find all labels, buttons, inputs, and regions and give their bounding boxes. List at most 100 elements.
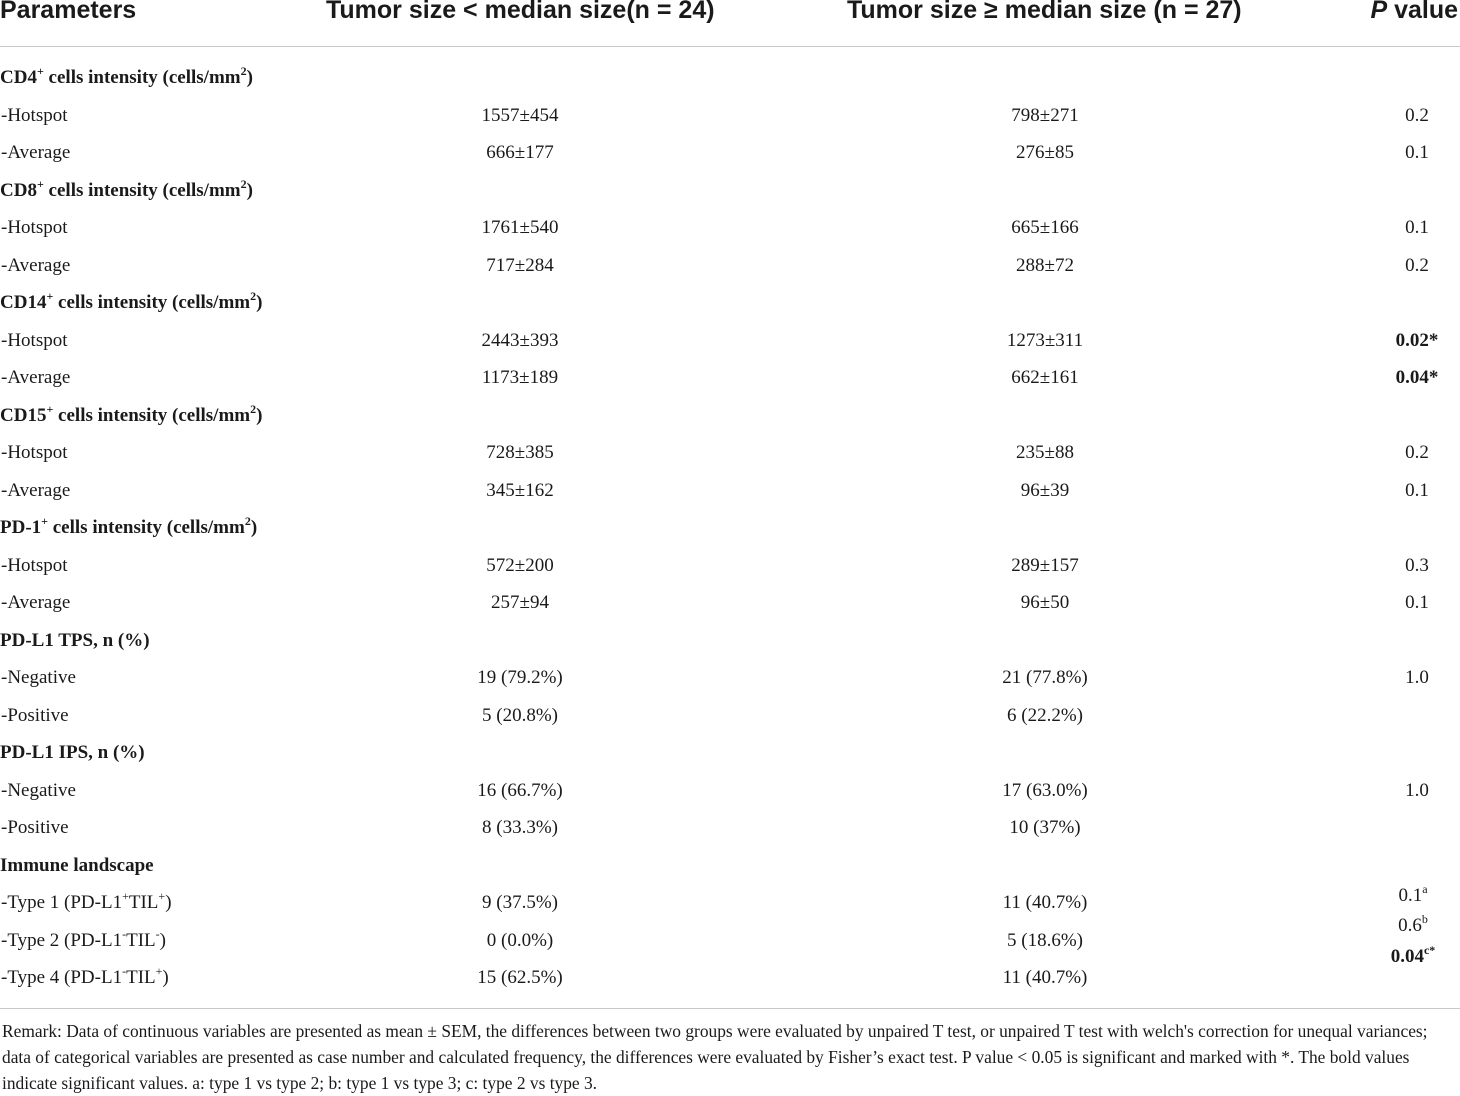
p-value-number: 0.2 bbox=[1405, 104, 1429, 126]
value-large-group: 235±88 bbox=[1016, 442, 1074, 463]
table-row: -Average 1173±189 662±161 0.04* bbox=[0, 366, 1460, 403]
table-remark: Remark: Data of continuous variables are… bbox=[2, 1021, 1428, 1093]
row-label-a: -Type 1 (PD-L1 bbox=[1, 892, 123, 913]
header-group-large: Tumor size ≥ median size (n = 27) bbox=[847, 0, 1242, 24]
table-row: -Average 257±94 96±50 0.1 bbox=[0, 591, 1460, 628]
table-row: -Type 2 (PD-L1-TIL-) 0 (0.0%) 5 (18.6%) bbox=[0, 928, 1460, 966]
table-row: -Average 717±284 288±72 0.2 bbox=[0, 254, 1460, 291]
row-label: -Average bbox=[1, 254, 71, 276]
value-small-group: 9 (37.5%) bbox=[482, 892, 558, 913]
table-row: -Type 4 (PD-L1-TIL+) 15 (62.5%) 11 (40.7%) bbox=[0, 964, 1460, 1003]
row-label: -Positive bbox=[1, 817, 69, 838]
row-label-b: TIL bbox=[126, 967, 156, 988]
section-title-marker: CD14 bbox=[0, 292, 47, 313]
section-header: Immune landscape bbox=[0, 854, 1460, 891]
section-title-rest: cells intensity (cells/mm bbox=[53, 404, 251, 426]
value-small-group: 728±385 bbox=[486, 442, 554, 463]
p-value-star: * bbox=[1428, 329, 1439, 351]
header-p-rest: value bbox=[1387, 0, 1458, 24]
row-label-c: ) bbox=[165, 892, 172, 913]
p-value-stacked: 0.6b bbox=[1398, 912, 1428, 937]
value-large-group: 276±85 bbox=[1016, 142, 1074, 163]
value-small-group: 1173±189 bbox=[481, 367, 559, 388]
value-large-group: 289±157 bbox=[1011, 554, 1079, 576]
p-value-number: 0.04 bbox=[1395, 367, 1429, 388]
section-header: CD14+ cells intensity (cells/mm2) bbox=[0, 289, 1460, 328]
value-small-group: 572±200 bbox=[486, 554, 554, 576]
header-rule bbox=[0, 46, 1460, 47]
table-row: -Positive 8 (33.3%) 10 (37%) bbox=[0, 816, 1460, 853]
row-label-c: ) bbox=[162, 967, 169, 988]
section-header: PD-L1 TPS, n (%) bbox=[0, 629, 1460, 666]
row-label-a: -Type 2 (PD-L1 bbox=[1, 929, 123, 951]
row-label: -Hotspot bbox=[1, 554, 68, 576]
value-large-group: 662±161 bbox=[1011, 367, 1079, 388]
row-label-b: TIL bbox=[128, 892, 159, 913]
p-value-number: 0.04 bbox=[1390, 946, 1424, 967]
p-value: 0.1 bbox=[1405, 216, 1429, 240]
row-label: -Negative bbox=[1, 779, 76, 801]
value-small-group: 257±94 bbox=[491, 592, 549, 613]
value-small-group: 8 (33.3%) bbox=[482, 817, 558, 838]
value-small-group: 1557±454 bbox=[481, 104, 559, 126]
table-row: -Negative 16 (66.7%) 17 (63.0%) 1.0 bbox=[0, 779, 1460, 816]
row-label: -Hotspot bbox=[1, 217, 68, 238]
row-label: -Average bbox=[1, 367, 71, 388]
row-label-sup2: + bbox=[155, 964, 163, 978]
section-title: PD-L1 IPS, n (%) bbox=[0, 742, 145, 763]
value-large-group: 17 (63.0%) bbox=[1002, 779, 1088, 801]
section-unit-sup: 2 bbox=[250, 401, 257, 416]
p-value: 0.2 bbox=[1405, 254, 1429, 278]
row-label: -Average bbox=[1, 592, 71, 613]
p-value-number: 0.3 bbox=[1405, 554, 1429, 576]
value-large-group: 21 (77.8%) bbox=[1002, 667, 1088, 688]
p-value: 0.1 bbox=[1405, 141, 1429, 165]
p-value-number: 0.2 bbox=[1405, 254, 1429, 276]
row-label: -Negative bbox=[1, 667, 76, 688]
section-title: CD4+ cells intensity (cells/mm2) bbox=[0, 64, 253, 90]
table-row: -Hotspot 1557±454 798±271 0.2 bbox=[0, 104, 1460, 141]
header-group-small: Tumor size < median size(n = 24) bbox=[326, 0, 715, 24]
value-large-group: 11 (40.7%) bbox=[1002, 967, 1088, 988]
p-value: 1.0 bbox=[1405, 779, 1429, 803]
row-label-a: -Type 4 (PD-L1 bbox=[1, 967, 123, 988]
header-p-italic: P bbox=[1370, 0, 1388, 24]
value-large-group: 96±50 bbox=[1020, 592, 1070, 613]
table-row: -Hotspot 728±385 235±88 0.2 bbox=[0, 441, 1460, 478]
table-row: -Hotspot 2443±393 1273±311 0.02* bbox=[0, 329, 1460, 366]
value-small-group: 717±284 bbox=[486, 254, 554, 276]
value-large-group: 10 (37%) bbox=[1009, 817, 1081, 838]
section-title-end: ) bbox=[246, 67, 253, 88]
p-value-sup: c* bbox=[1423, 943, 1436, 957]
section-title-rest: cells intensity (cells/mm bbox=[48, 517, 245, 538]
section-title-sup: + bbox=[46, 289, 54, 303]
p-value-number: 0.1 bbox=[1405, 592, 1429, 613]
p-value-number: 0.02 bbox=[1395, 329, 1429, 351]
row-label-sup2: + bbox=[158, 889, 166, 903]
section-title-sup: + bbox=[46, 401, 54, 416]
row-label-b: TIL bbox=[126, 929, 156, 951]
p-value-sup: b bbox=[1421, 912, 1428, 926]
p-value-number: 1.0 bbox=[1405, 667, 1429, 688]
section-title-marker: PD-1 bbox=[0, 517, 42, 538]
section-header: PD-L1 IPS, n (%) bbox=[0, 741, 1460, 778]
row-label: -Hotspot bbox=[1, 104, 68, 126]
value-large-group: 665±166 bbox=[1011, 217, 1079, 238]
section-title-sup: + bbox=[36, 64, 44, 78]
section-title: PD-L1 TPS, n (%) bbox=[0, 629, 150, 651]
section-title: Immune landscape bbox=[0, 854, 154, 876]
section-header: CD4+ cells intensity (cells/mm2) bbox=[0, 64, 1460, 103]
section-unit-sup: 2 bbox=[240, 64, 247, 78]
value-large-group: 6 (22.2%) bbox=[1007, 704, 1083, 726]
p-value-number: 0.1 bbox=[1398, 885, 1423, 906]
section-title-marker: CD8 bbox=[0, 179, 37, 201]
section-title-rest: cells intensity (cells/mm bbox=[43, 179, 241, 201]
section-title: CD15+ cells intensity (cells/mm2) bbox=[0, 401, 262, 428]
value-small-group: 2443±393 bbox=[481, 329, 559, 351]
table-row: -Average 666±177 276±85 0.1 bbox=[0, 141, 1460, 178]
p-value-star: * bbox=[1428, 367, 1439, 388]
p-value: 0.04* bbox=[1396, 366, 1439, 390]
p-value-number: 0.1 bbox=[1405, 479, 1429, 501]
p-value: 0.2 bbox=[1405, 104, 1429, 128]
row-label: -Type 2 (PD-L1-TIL-) bbox=[1, 928, 166, 953]
